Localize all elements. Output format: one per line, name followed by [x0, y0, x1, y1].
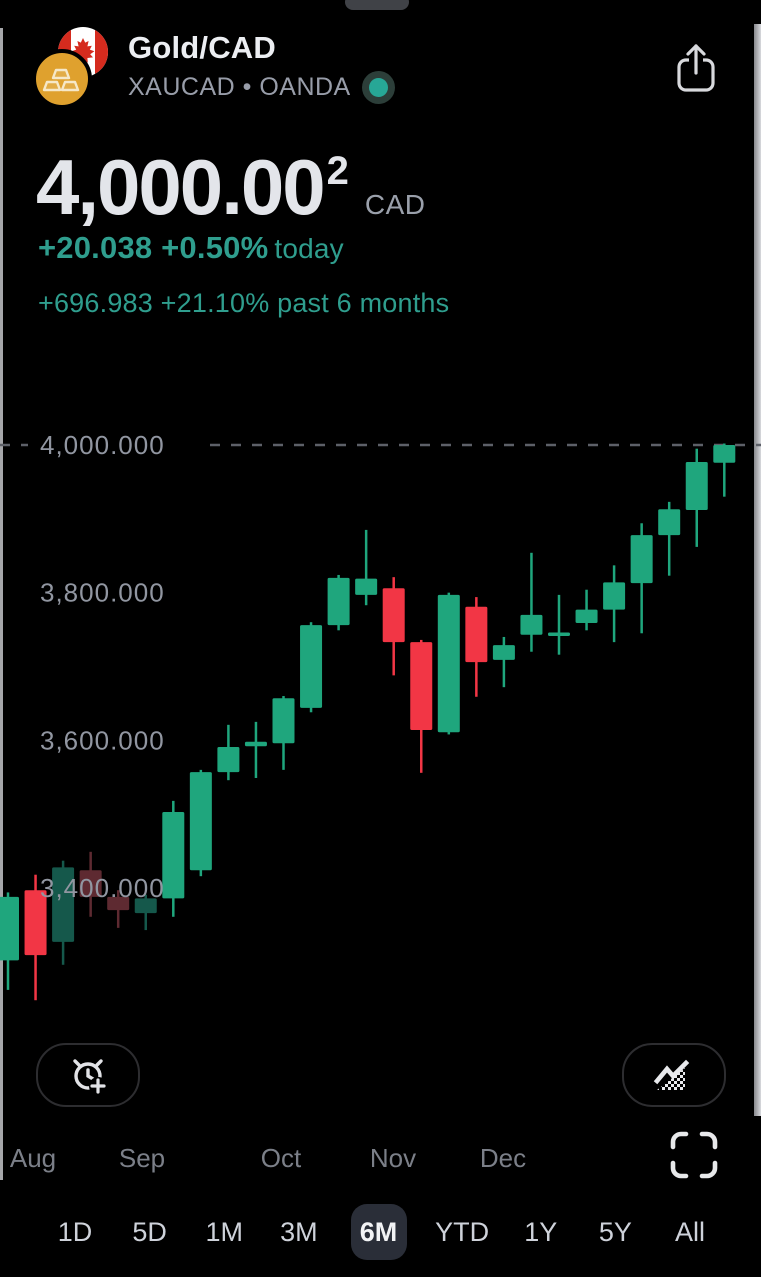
- candle-body: [79, 870, 102, 897]
- fullscreen-button[interactable]: [665, 1127, 723, 1183]
- market-status-dot: [362, 71, 395, 104]
- tab-5d[interactable]: 5D: [132, 1216, 167, 1247]
- sheet-drag-handle[interactable]: [345, 0, 409, 10]
- candle-wick: [667, 501, 671, 576]
- share-icon: [677, 44, 715, 92]
- last-price: 4,000.00: [36, 143, 326, 231]
- candle-body: [658, 509, 681, 536]
- candle-body: [410, 642, 433, 730]
- tab-selected-pill[interactable]: 6M: [350, 1204, 407, 1260]
- price-row: 4,000.00 2 CAD: [36, 148, 426, 226]
- left-edge-strip: [0, 28, 3, 1180]
- share-button[interactable]: [670, 40, 722, 98]
- candle-body: [189, 772, 212, 871]
- candle-body: [272, 698, 295, 744]
- candlestick-chart[interactable]: 4,000.000 3,800.000 3,600.000 3,400.000: [0, 420, 761, 1040]
- symbol-subtitle: XAUCAD • OANDA: [128, 73, 351, 101]
- market-open-indicator: [369, 78, 388, 97]
- candle-body: [437, 594, 460, 733]
- range-tabs: 1D 5D 1M 3M 6M YTD 1Y 5Y All: [0, 1201, 761, 1263]
- candle-body: [465, 606, 488, 663]
- candle-body: [603, 582, 626, 610]
- candle-wick: [502, 636, 506, 688]
- candle-body: [52, 867, 75, 942]
- candle-body: [217, 746, 240, 773]
- candle-body: [300, 625, 323, 708]
- candle-body: [107, 896, 130, 911]
- right-edge-strip: [754, 24, 761, 1116]
- change-today-label: today: [274, 233, 344, 264]
- symbol-title: Gold/CAD: [128, 30, 276, 65]
- flag-right-band: [95, 27, 108, 77]
- candle-body: [520, 614, 543, 635]
- candle-wick: [557, 594, 561, 655]
- candle-body: [327, 577, 350, 626]
- tab-1m[interactable]: 1M: [205, 1216, 243, 1247]
- candle-wick: [364, 529, 368, 606]
- candle-body: [244, 741, 267, 747]
- change-today: +20.038 +0.50% today: [38, 230, 344, 266]
- tab-ytd[interactable]: YTD: [435, 1216, 490, 1247]
- tab-6m[interactable]: 6M: [359, 1216, 398, 1247]
- x-axis-label-dec: Dec: [479, 1143, 527, 1173]
- candle-body: [685, 461, 708, 510]
- candle-body: [382, 588, 405, 643]
- candle-wick: [254, 721, 258, 778]
- candle-body: [0, 896, 19, 961]
- candle-body: [162, 811, 185, 899]
- tab-1d[interactable]: 1D: [57, 1216, 93, 1247]
- area-chart-icon: [653, 1059, 690, 1090]
- alarm-plus-icon: [73, 1059, 107, 1095]
- fullscreen-icon: [670, 1131, 718, 1179]
- currency-label: CAD: [364, 189, 426, 220]
- candle-body: [630, 535, 653, 584]
- y-axis-label: 3,600.000: [40, 725, 165, 755]
- candle-body: [575, 609, 598, 623]
- candle-wick: [530, 552, 533, 652]
- y-axis-label: 4,000.000: [40, 430, 165, 460]
- change-today-value: +20.038 +0.50%: [38, 230, 269, 265]
- candle-body: [492, 645, 515, 660]
- price-superscript: 2: [326, 149, 349, 193]
- candle-body: [548, 632, 570, 637]
- candle-body: [24, 890, 47, 956]
- x-axis-label-sep: Sep: [118, 1143, 166, 1173]
- y-axis-label: 3,400.000: [40, 873, 165, 903]
- x-axis-label-aug: Aug: [9, 1143, 57, 1173]
- tab-5y[interactable]: 5Y: [598, 1216, 632, 1247]
- change-period-value: +696.983 +21.10%: [38, 288, 270, 318]
- candle-body: [355, 578, 378, 595]
- gold-symbol-icon: [32, 49, 92, 109]
- change-period: +696.983 +21.10% past 6 months: [38, 288, 449, 319]
- candle-body: [134, 898, 157, 914]
- add-alert-button[interactable]: [36, 1043, 140, 1107]
- candle-body: [713, 445, 736, 463]
- chart-style-button[interactable]: [622, 1043, 726, 1107]
- tab-3m[interactable]: 3M: [280, 1216, 318, 1247]
- tab-1y[interactable]: 1Y: [524, 1216, 558, 1247]
- y-axis-label: 3,800.000: [40, 578, 165, 608]
- tab-all[interactable]: All: [674, 1216, 705, 1247]
- change-period-label: past 6 months: [277, 288, 450, 318]
- x-axis-label-nov: Nov: [369, 1143, 417, 1173]
- x-axis-label-oct: Oct: [260, 1143, 302, 1173]
- candle-wick: [723, 443, 726, 497]
